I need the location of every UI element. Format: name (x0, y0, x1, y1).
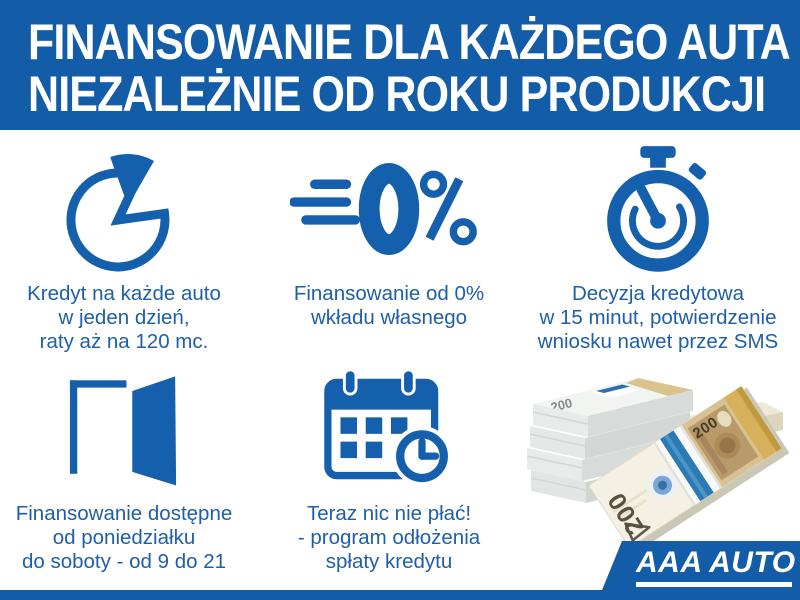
brand-banner: AAA AUTO (598, 541, 800, 600)
headline-line1: FINANSOWANIE DLA KAŻDEGO AUTA (28, 14, 791, 70)
header-banner: FINANSOWANIE DLA KAŻDEGO AUTA NIEZALEŻNI… (0, 0, 800, 130)
feature-caption: Finansowanie od 0% wkładu własnego (258, 282, 520, 330)
feature-credit-every-car: Kredyt na każde auto w jeden dzień, raty… (6, 140, 242, 354)
brand-logo: AAA AUTO (636, 546, 796, 579)
caption-line: Decyzja kredytowa (571, 282, 745, 305)
caption-line: Finansowanie dostępne (15, 502, 233, 525)
feature-caption: Finansowanie dostępne od poniedziałku do… (6, 502, 242, 574)
caption-line: Teraz nic nie płać! (306, 502, 472, 525)
feature-opening-hours: Finansowanie dostępne od poniedziałku do… (6, 360, 242, 574)
caption-line: do soboty - od 9 do 21 (21, 550, 226, 573)
feature-caption: Decyzja kredytowa w 15 minut, potwierdze… (522, 282, 794, 354)
caption-line: w 15 minut, potwierdzenie (539, 306, 777, 329)
caption-line: w jeden dzień, (58, 306, 190, 329)
headline-line2: NIEZALEŻNIE OD ROKU PRODUKCJI (28, 66, 766, 122)
feature-credit-decision: Decyzja kredytowa w 15 minut, potwierdze… (522, 140, 794, 354)
caption-line: od poniedziałku (52, 526, 196, 549)
caption-line: - program odłożenia (297, 526, 481, 549)
open-door-icon (6, 360, 242, 498)
feature-deferred-payment: Teraz nic nie płać! - program odłożenia … (258, 360, 520, 574)
caption-line: Finansowanie od 0% (293, 282, 485, 305)
caption-line: Kredyt na każde auto (27, 282, 221, 305)
feature-caption: Kredyt na każde auto w jeden dzień, raty… (6, 282, 242, 354)
bottom-stripe (0, 590, 800, 600)
stopwatch-icon (522, 140, 794, 278)
pie-chart-icon (6, 140, 242, 278)
feature-zero-percent: Finansowanie od 0% wkładu własnego (258, 140, 520, 330)
calendar-clock-icon (258, 360, 520, 498)
caption-line: raty aż na 120 mc. (39, 330, 209, 353)
caption-line: spłaty kredytu (325, 550, 453, 573)
zero-percent-icon (258, 140, 520, 278)
money-stacks-photo: 200 200 (526, 378, 790, 552)
feature-caption: Teraz nic nie płać! - program odłożenia … (258, 502, 520, 574)
caption-line: wkładu własnego (310, 306, 468, 329)
caption-line: wniosku nawet przez SMS (537, 330, 779, 353)
logo-underline (636, 582, 792, 587)
